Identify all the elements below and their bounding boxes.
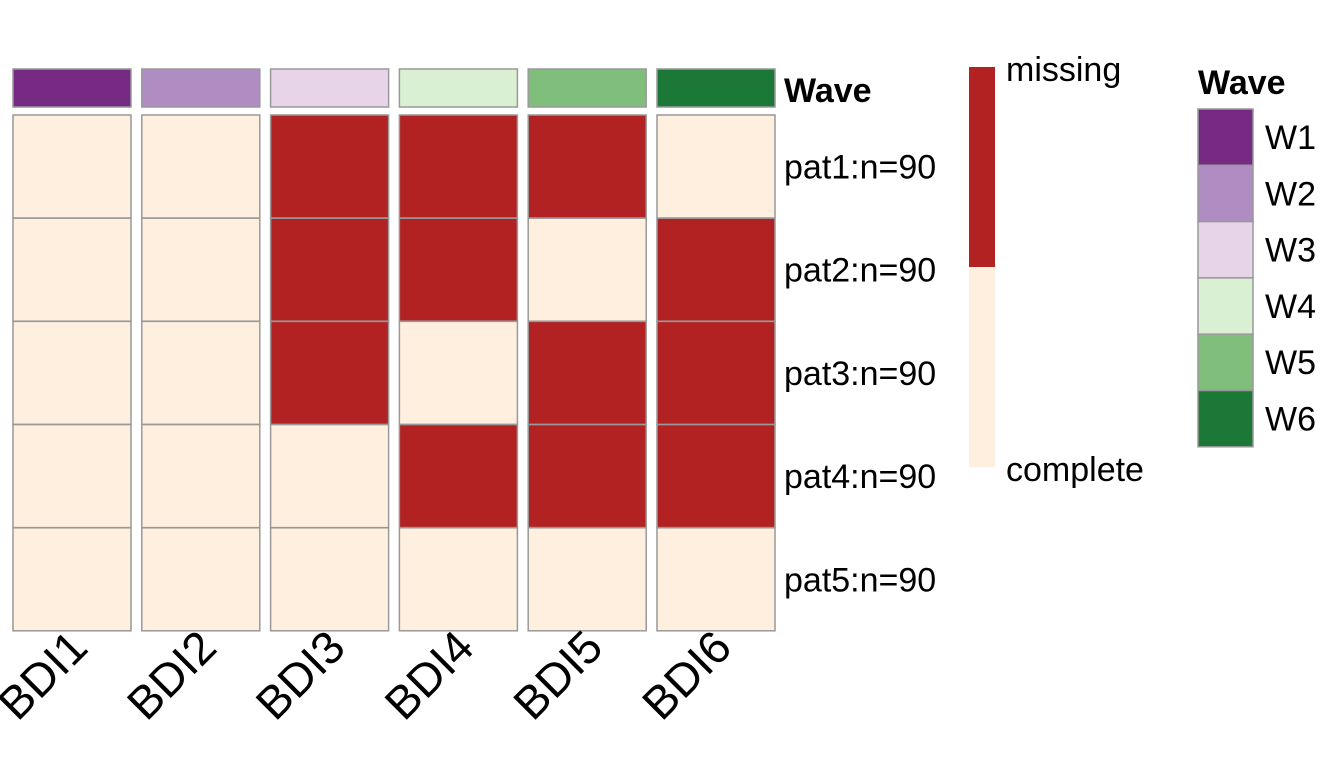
cell-pat5-bdi3-complete <box>269 527 390 632</box>
wave-legend-swatch-w4 <box>1197 277 1254 335</box>
column-label-bdi6: BDI6 <box>632 620 741 729</box>
wave-legend-swatch-w6 <box>1197 389 1254 448</box>
legend-missing-swatch <box>969 67 995 267</box>
cell-pat2-bdi3-missing <box>269 217 390 322</box>
cell-pat1-bdi3-missing <box>269 114 390 219</box>
wave-legend-title: Wave <box>1198 64 1286 102</box>
cell-pat2-bdi4-missing <box>398 217 519 322</box>
wave-annotation-label: Wave <box>784 72 872 110</box>
wave-legend-label-w2: W2 <box>1265 175 1316 213</box>
wave-legend-swatch-w5 <box>1197 333 1254 392</box>
legend-complete-swatch <box>969 267 995 467</box>
wave-legend-label-w6: W6 <box>1265 401 1316 439</box>
value-legend: missing complete <box>969 51 1144 489</box>
cell-pat4-bdi6-missing <box>656 423 776 529</box>
cell-pat1-bdi2-complete <box>141 114 261 219</box>
cell-pat2-bdi2-complete <box>141 217 261 322</box>
cell-pat1-bdi6-complete <box>656 114 776 219</box>
cell-pat3-bdi4-complete <box>398 320 519 426</box>
cell-pat4-bdi5-missing <box>527 423 647 529</box>
wave-legend-swatch-w3 <box>1197 220 1254 279</box>
column-label-bdi2: BDI2 <box>117 620 226 729</box>
legend-complete-label: complete <box>1006 451 1144 489</box>
wave-legend-label-w5: W5 <box>1265 344 1316 382</box>
cell-pat5-bdi6-complete <box>656 527 776 632</box>
wave-legend-swatch-w1 <box>1197 108 1254 167</box>
wave-legend-label-w3: W3 <box>1265 232 1316 270</box>
cell-pat4-bdi1-complete <box>12 423 132 529</box>
annotation-cell-w4 <box>398 68 519 108</box>
row-labels: pat1:n=90 pat2:n=90 pat3:n=90 pat4:n=90 pat5… <box>784 149 936 600</box>
heatmap-cells <box>12 114 776 632</box>
wave-legend: Wave W1 W2 W3 W4 W5 W6 <box>1197 64 1316 448</box>
cell-pat4-bdi3-complete <box>269 423 390 529</box>
cell-pat1-bdi1-complete <box>12 114 132 219</box>
annotation-cell-w6 <box>656 68 776 108</box>
column-label-bdi3: BDI3 <box>246 620 355 729</box>
cell-pat2-bdi1-complete <box>12 217 132 322</box>
row-label-pat5: pat5:n=90 <box>784 561 936 599</box>
cell-pat4-bdi2-complete <box>141 423 261 529</box>
row-label-pat3: pat3:n=90 <box>784 355 936 393</box>
cell-pat5-bdi5-complete <box>527 527 647 632</box>
cell-pat3-bdi1-complete <box>12 320 132 426</box>
wave-legend-label-w4: W4 <box>1265 288 1316 326</box>
annotation-cell-w1 <box>12 68 132 108</box>
cell-pat5-bdi1-complete <box>12 527 132 632</box>
row-label-pat2: pat2:n=90 <box>784 252 936 290</box>
column-label-bdi5: BDI5 <box>503 620 612 729</box>
cell-pat3-bdi3-missing <box>269 320 390 426</box>
annotation-cell-w5 <box>527 68 647 108</box>
legend-missing-label: missing <box>1006 51 1121 89</box>
cell-pat2-bdi5-complete <box>527 217 647 322</box>
row-label-pat4: pat4:n=90 <box>784 458 936 496</box>
cell-pat4-bdi4-missing <box>398 423 519 529</box>
cell-pat5-bdi4-complete <box>398 527 519 632</box>
column-labels: BDI1 BDI2 BDI3 BDI4 BDI5 BDI6 <box>0 620 741 729</box>
cell-pat3-bdi6-missing <box>656 320 776 426</box>
cell-pat1-bdi4-missing <box>398 114 519 219</box>
column-label-bdi1: BDI1 <box>0 620 97 729</box>
cell-pat3-bdi5-missing <box>527 320 647 426</box>
wave-legend-swatch-w2 <box>1197 164 1254 223</box>
column-label-bdi4: BDI4 <box>374 620 483 729</box>
cell-pat1-bdi5-missing <box>527 114 647 219</box>
annotation-cell-w2 <box>141 68 261 108</box>
row-label-pat1: pat1:n=90 <box>784 149 936 187</box>
wave-legend-label-w1: W1 <box>1265 119 1316 157</box>
cell-pat3-bdi2-complete <box>141 320 261 426</box>
cell-pat5-bdi2-complete <box>141 527 261 632</box>
annotation-cell-w3 <box>269 68 390 108</box>
cell-pat2-bdi6-missing <box>656 217 776 322</box>
wave-annotation-bar <box>12 68 776 108</box>
